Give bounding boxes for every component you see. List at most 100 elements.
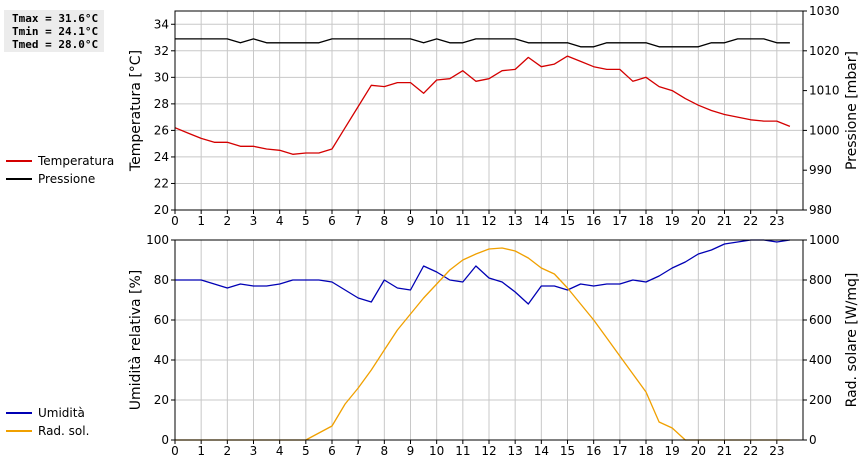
humidity-radiation-chart-x-tick-label: 7 xyxy=(354,444,362,458)
temp-pressure-chart-y2-tick-label: 1030 xyxy=(809,4,840,18)
statistics-box: Tmax = 31.6°C Tmin = 24.1°C Tmed = 28.0°… xyxy=(4,10,104,52)
humidity-radiation-chart-frame xyxy=(174,239,804,441)
temp-pressure-chart-x-tick-label: 17 xyxy=(612,214,627,228)
temp-pressure-chart-x-tick-label: 1 xyxy=(197,214,205,228)
humidity-radiation-chart-x-tick-label: 22 xyxy=(743,444,758,458)
humidity-radiation-chart-y2-tick-label: 1000 xyxy=(809,233,840,247)
temp-pressure-chart-x-tick-label: 4 xyxy=(276,214,284,228)
humidity-radiation-chart-x-tick-label: 8 xyxy=(381,444,389,458)
humidity-radiation-chart-x-tick-label: 14 xyxy=(534,444,549,458)
humidity-radiation-chart-humidity-line xyxy=(175,239,790,305)
legend-item-radiation: Rad. sol. xyxy=(6,424,130,440)
humidity-radiation-chart-x-tick-label: 15 xyxy=(560,444,575,458)
temp-pressure-chart-temperature-line xyxy=(174,55,791,155)
humidity-radiation-chart-x-tick-label: 20 xyxy=(691,444,706,458)
humidity-radiation-chart-x-tick-label: 16 xyxy=(586,444,601,458)
humidity-radiation-chart-y-tick-label: 60 xyxy=(154,313,169,327)
humidity-radiation-chart-y2-tick-label: 800 xyxy=(809,273,832,287)
humidity-radiation-chart-x-tick-label: 18 xyxy=(638,444,653,458)
humidity-radiation-chart-x-tick-label: 17 xyxy=(612,444,627,458)
tmed-text: Tmed = 28.0°C xyxy=(12,38,99,51)
humidity-radiation-chart-y2-tick-label: 400 xyxy=(809,353,832,367)
legend-label-temperature: Temperatura xyxy=(38,154,115,168)
humidity-radiation-chart-y2-axis-title: Rad. solare [W/mq] xyxy=(844,273,860,408)
humidity-radiation-chart-x-tick-label: 3 xyxy=(250,444,258,458)
temp-pressure-chart-x-tick-label: 23 xyxy=(769,214,784,228)
temp-pressure-chart-x-tick-label: 0 xyxy=(171,214,179,228)
humidity-radiation-chart-x-tick-label: 5 xyxy=(302,444,310,458)
temp-pressure-chart-y-tick-label: 20 xyxy=(154,203,169,217)
humidity-radiation-chart-x-tick-label: 13 xyxy=(508,444,523,458)
temp-pressure-chart-y-tick-label: 28 xyxy=(154,97,169,111)
temp-pressure-chart-x-tick-label: 15 xyxy=(560,214,575,228)
temp-pressure-chart-x-tick-label: 19 xyxy=(665,214,680,228)
temp-pressure-chart-y2-tick-label: 1010 xyxy=(809,84,840,98)
temp-pressure-chart-x-tick-label: 3 xyxy=(250,214,258,228)
temp-pressure-chart-y2-axis-title: Pressione [mbar] xyxy=(844,51,860,170)
top-chart-legend: Temperatura Pressione xyxy=(0,154,130,194)
temp-pressure-chart-x-tick-label: 2 xyxy=(224,214,232,228)
humidity-radiation-chart-x-tick-label: 4 xyxy=(276,444,284,458)
humidity-radiation-chart-x-tick-label: 10 xyxy=(429,444,444,458)
humidity-radiation-chart-y-tick-label: 0 xyxy=(161,433,169,447)
charts-canvas: 0 1 2 3 4 5 6 7 8 9 10 11 12 13 14 15 16 17 18 19 20 21 22 2320… xyxy=(128,4,860,458)
humidity-radiation-chart-x-tick-label: 1 xyxy=(197,444,205,458)
temp-pressure-chart-y-tick-label: 24 xyxy=(154,150,169,164)
legend-swatch-radiation xyxy=(6,430,32,432)
humidity-radiation-chart-y-tick-label: 100 xyxy=(146,233,169,247)
temp-pressure-chart-x-tick-label: 5 xyxy=(302,214,310,228)
legend-item-temperature: Temperatura xyxy=(6,154,130,170)
temp-pressure-chart-x-tick-label: 7 xyxy=(354,214,362,228)
temp-pressure-chart-x-tick-label: 22 xyxy=(743,214,758,228)
temp-pressure-chart-y-tick-label: 32 xyxy=(154,44,169,58)
temp-pressure-chart-y2-tick-label: 1020 xyxy=(809,44,840,58)
temp-pressure-chart-y-tick-label: 22 xyxy=(154,176,169,190)
temp-pressure-chart-x-tick-label: 21 xyxy=(717,214,732,228)
tmin-text: Tmin = 24.1°C xyxy=(12,25,99,38)
humidity-radiation-chart-x-tick-label: 23 xyxy=(769,444,784,458)
humidity-radiation-chart-y-tick-label: 80 xyxy=(154,273,169,287)
humidity-radiation-chart-y2-tick-label: 0 xyxy=(809,433,817,447)
humidity-radiation-chart-x-tick-label: 21 xyxy=(717,444,732,458)
temp-pressure-chart-x-tick-label: 13 xyxy=(508,214,523,228)
humidity-radiation-chart-y-axis-title: Umidità relativa [%] xyxy=(128,270,144,411)
legend-item-pressure: Pressione xyxy=(6,172,130,188)
humidity-radiation-chart-x-tick-label: 19 xyxy=(665,444,680,458)
humidity-radiation-chart-x-tick-label: 9 xyxy=(407,444,415,458)
temp-pressure-chart-x-tick-label: 14 xyxy=(534,214,549,228)
legend-label-humidity: Umidità xyxy=(38,406,85,420)
legend-swatch-pressure xyxy=(6,178,32,180)
temp-pressure-chart-x-tick-label: 20 xyxy=(691,214,706,228)
temp-pressure-chart-x-tick-label: 18 xyxy=(638,214,653,228)
temp-pressure-chart-x-tick-label: 16 xyxy=(586,214,601,228)
temp-pressure-chart-x-tick-label: 9 xyxy=(407,214,415,228)
temp-pressure-chart-frame xyxy=(174,10,804,211)
humidity-radiation-chart-y2-tick-label: 200 xyxy=(809,393,832,407)
humidity-radiation-chart-y-tick-label: 20 xyxy=(154,393,169,407)
legend-label-radiation: Rad. sol. xyxy=(38,424,90,438)
temp-pressure-chart-x-tick-label: 6 xyxy=(328,214,336,228)
bottom-chart-legend: Umidità Rad. sol. xyxy=(0,406,130,476)
temp-pressure-chart-y2-tick-label: 980 xyxy=(809,203,832,217)
temp-pressure-chart-x-tick-label: 8 xyxy=(381,214,389,228)
tmax-text: Tmax = 31.6°C xyxy=(12,12,99,25)
humidity-radiation-chart-x-tick-label: 2 xyxy=(224,444,232,458)
legend-label-pressure: Pressione xyxy=(38,172,96,186)
humidity-radiation-chart-x-tick-label: 6 xyxy=(328,444,336,458)
humidity-radiation-chart-x-tick-label: 0 xyxy=(171,444,179,458)
temp-pressure-chart-x-tick-label: 11 xyxy=(455,214,470,228)
legend-item-humidity: Umidità xyxy=(6,406,130,422)
legend-swatch-temperature xyxy=(6,160,32,162)
legend-swatch-humidity xyxy=(6,412,32,414)
temp-pressure-chart-x-tick-label: 12 xyxy=(481,214,496,228)
temp-pressure-chart-pressure-line xyxy=(175,38,790,48)
humidity-radiation-chart-x-tick-label: 12 xyxy=(481,444,496,458)
humidity-radiation-chart-x-tick-label: 11 xyxy=(455,444,470,458)
temp-pressure-chart-y2-tick-label: 990 xyxy=(809,163,832,177)
temp-pressure-chart-x-tick-label: 10 xyxy=(429,214,444,228)
temp-pressure-chart-y2-tick-label: 1000 xyxy=(809,123,840,137)
temp-pressure-chart-y-axis-title: Temperatura [°C] xyxy=(128,50,144,172)
humidity-radiation-chart-y-tick-label: 40 xyxy=(154,353,169,367)
humidity-radiation-chart-y2-tick-label: 600 xyxy=(809,313,832,327)
temp-pressure-chart-y-tick-label: 30 xyxy=(154,70,169,84)
